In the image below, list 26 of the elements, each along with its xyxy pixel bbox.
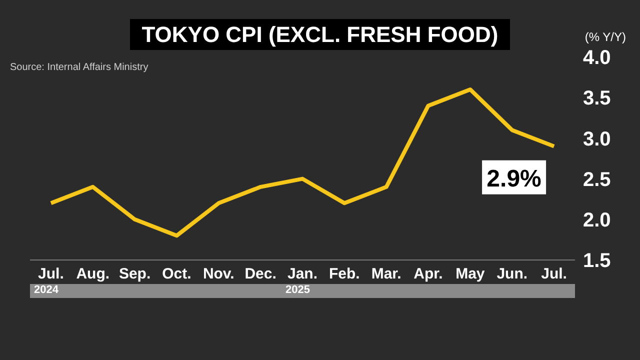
y-tick-label: 2.5 (583, 168, 611, 191)
y-axis-title: (% Y/Y) (584, 30, 626, 44)
text: 2025 (286, 284, 310, 296)
x-tick-label: Oct. (162, 266, 192, 283)
x-tick-label: Dec. (244, 266, 276, 283)
y-tick-label: 4.0 (583, 47, 611, 70)
chart-title: TOKYO CPI (EXCL. FRESH FOOD) (130, 19, 510, 50)
x-tick-label: Apr. (414, 266, 443, 283)
data-label: 2.9% (486, 165, 542, 192)
line-series (48, 87, 556, 238)
x-tick-label: Jun. (496, 266, 528, 283)
x-tick-label: Jan. (287, 266, 318, 283)
x-tick-label: Nov. (202, 266, 234, 283)
x-tick-label: Feb. (329, 266, 360, 283)
x-tick-label: Mar. (371, 266, 402, 283)
y-tick-label: 2.0 (583, 210, 611, 232)
x-tick-label: May (456, 266, 486, 283)
x-tick-label: Jul. (38, 266, 64, 283)
x-tick-label: Sep. (118, 266, 151, 283)
annotation: Source: Internal Affairs Ministry (10, 62, 148, 73)
y-tick-label: 3.0 (583, 128, 611, 150)
text: 2024 (34, 284, 58, 296)
y-tick-label: 3.5 (583, 88, 611, 110)
y-tick-label: 1.5 (583, 250, 611, 272)
x-tick-label: Aug. (76, 266, 110, 283)
x-tick-label: Jul. (541, 266, 567, 283)
